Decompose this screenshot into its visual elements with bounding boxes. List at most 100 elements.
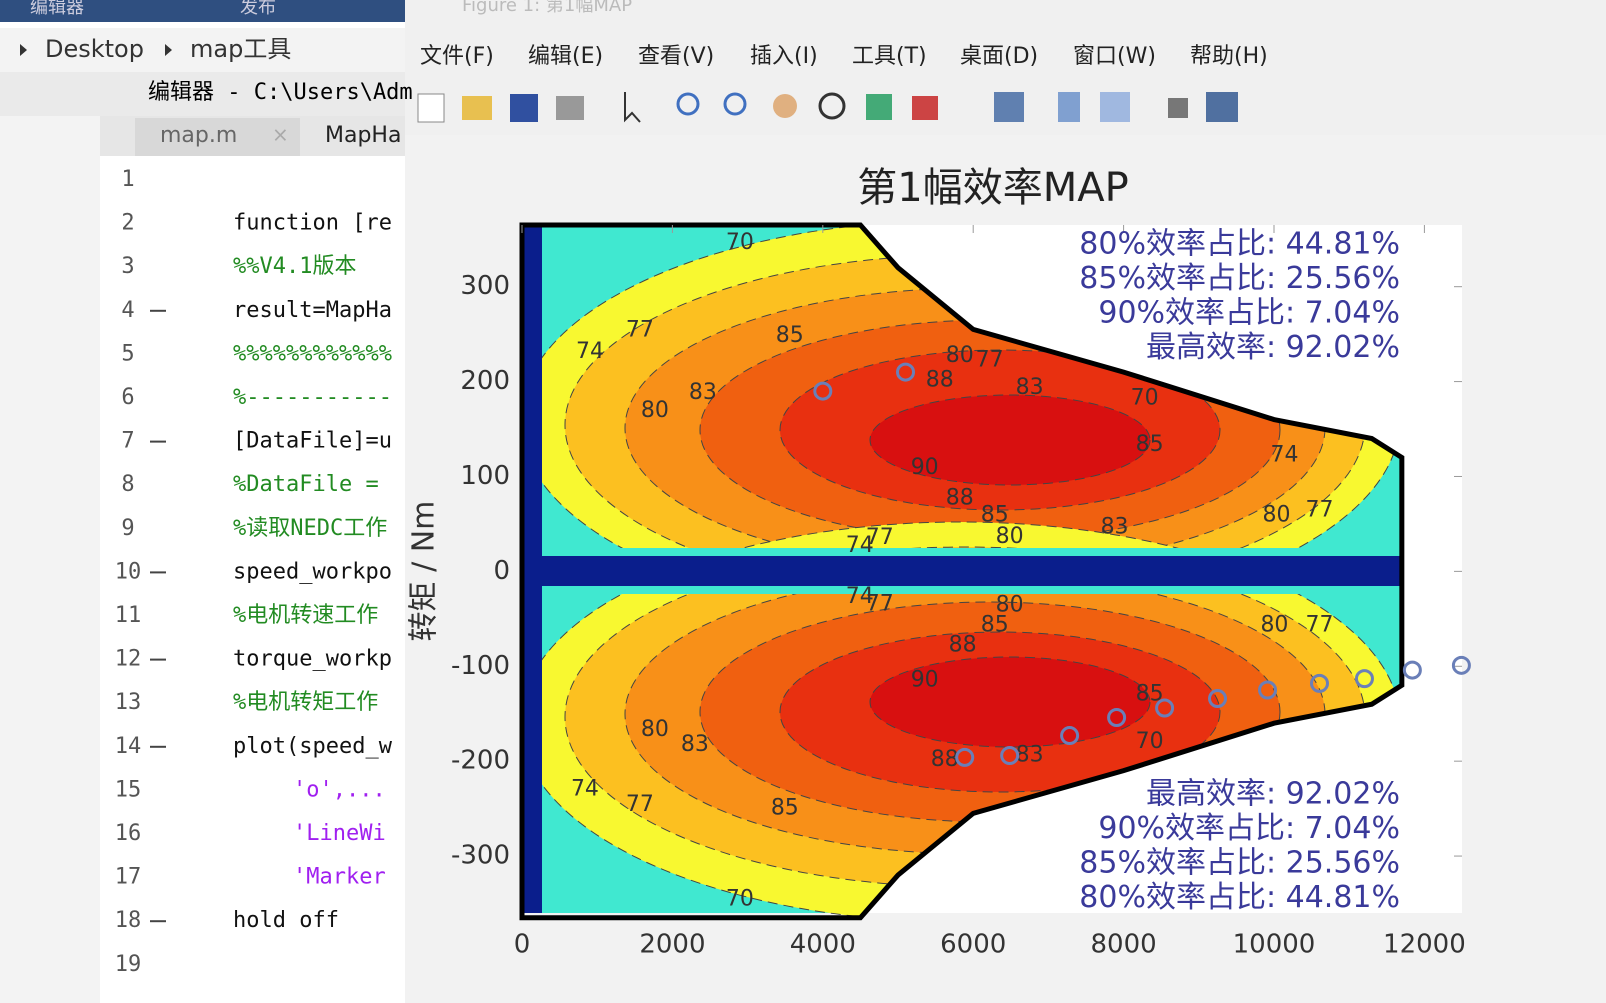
line-number: 17 — [115, 865, 142, 890]
line-number: 13 — [115, 690, 142, 715]
y-tick-label: 200 — [460, 366, 510, 396]
tool-icon[interactable] — [1058, 92, 1080, 122]
contour-label: 70 — [726, 230, 754, 255]
operating-point — [896, 362, 916, 382]
operating-point — [1451, 655, 1471, 675]
annotation: 最高效率: 92.02% — [1146, 330, 1400, 365]
contour-label: 70 — [1131, 386, 1159, 411]
top-tab[interactable]: 发布 — [240, 0, 276, 18]
code-line: %DataFile = — [233, 472, 379, 497]
line-number: 6 — [121, 385, 134, 410]
annotation: 90%效率占比: 7.04% — [1098, 811, 1400, 846]
contour-label: 80 — [641, 717, 669, 742]
line-number: 12 — [115, 647, 142, 672]
operating-point — [1155, 698, 1175, 718]
annotation: 85%效率占比: 25.56% — [1079, 846, 1400, 881]
contour-label: 90 — [911, 455, 939, 480]
contour-label: 80 — [1260, 612, 1288, 637]
line-number: 2 — [121, 211, 134, 236]
tool-icon[interactable] — [1206, 92, 1238, 122]
contour-label: 85 — [981, 612, 1009, 637]
x-tick-label: 4000 — [790, 930, 856, 960]
code-line: [DataFile]=u — [233, 429, 392, 454]
tool-icon[interactable] — [818, 92, 846, 120]
contour-label: 80 — [1262, 502, 1290, 527]
contour-label: 70 — [726, 887, 754, 912]
editor-header — [0, 72, 405, 116]
contour-label: 77 — [976, 348, 1004, 373]
code-line: %电机转矩工作 — [233, 690, 378, 715]
code-line: plot(speed_w — [233, 734, 393, 759]
contour-label: 88 — [946, 485, 974, 510]
toolbar — [417, 92, 1238, 123]
tool-icon[interactable] — [676, 92, 700, 116]
tool-icon[interactable] — [556, 96, 584, 120]
breadcrumb-item[interactable]: Desktop — [45, 35, 144, 63]
menu-item[interactable]: 窗口(W) — [1073, 44, 1156, 69]
x-tick-label: 8000 — [1091, 930, 1157, 960]
envelope — [519, 222, 1405, 921]
menu-item[interactable]: 编辑(E) — [528, 44, 603, 69]
operating-point — [1309, 673, 1329, 693]
contour-label: 80 — [996, 524, 1024, 549]
tool-icon[interactable] — [624, 92, 641, 123]
contour-label: 83 — [689, 380, 717, 405]
code-line: result=MapHa — [233, 298, 392, 323]
tool-icon[interactable] — [462, 96, 492, 120]
tool-icon[interactable] — [912, 96, 938, 120]
contour-label: 88 — [931, 747, 959, 772]
band — [522, 556, 1402, 586]
y-tick-label: 0 — [493, 556, 510, 586]
operating-point — [1354, 669, 1374, 689]
breadcrumb-arrow — [20, 44, 27, 56]
line-number: 1 — [121, 167, 134, 192]
contour-label: 77 — [626, 792, 654, 817]
x-tick-label: 10000 — [1233, 930, 1316, 960]
operating-point — [813, 381, 833, 401]
top-tab[interactable]: 编辑器 — [30, 0, 84, 18]
editor-tab[interactable]: MapHa — [325, 123, 401, 148]
menu-item[interactable]: 桌面(D) — [960, 44, 1038, 69]
contour-label: 80 — [641, 398, 669, 423]
menu-item[interactable]: 工具(T) — [852, 44, 927, 69]
tool-icon[interactable] — [417, 93, 445, 123]
tool-icon[interactable] — [1100, 92, 1130, 122]
code-line: %%%%%%%%%%%% — [233, 341, 392, 366]
menu-item[interactable]: 插入(I) — [750, 44, 818, 69]
annotation: 90%效率占比: 7.04% — [1098, 296, 1400, 331]
annotation: 最高效率: 92.02% — [1146, 777, 1400, 812]
code-line: 'LineWi — [293, 821, 386, 846]
contour-label: 70 — [1136, 729, 1164, 754]
top-bar — [0, 0, 405, 22]
tool-icon[interactable] — [1168, 98, 1188, 118]
tool-icon[interactable] — [510, 94, 538, 122]
contour-label: 80 — [996, 593, 1024, 618]
tool-icon[interactable] — [866, 94, 892, 120]
y-tick-label: 300 — [460, 271, 510, 301]
operating-point — [1000, 745, 1020, 765]
code-line: torque_workp — [233, 647, 392, 672]
menu-item[interactable]: 帮助(H) — [1190, 44, 1268, 69]
operating-point — [1208, 689, 1228, 709]
menu-item[interactable]: 查看(V) — [638, 44, 714, 69]
editor-tab[interactable]: map.m — [160, 123, 237, 148]
contour-label: 74 — [1271, 443, 1299, 468]
tool-icon[interactable] — [773, 94, 797, 118]
operating-point — [1258, 680, 1278, 700]
operating-point — [1060, 726, 1080, 746]
band — [522, 225, 542, 913]
menu-item[interactable]: 文件(F) — [420, 44, 494, 69]
line-number: 11 — [115, 603, 142, 628]
tool-icon[interactable] — [994, 92, 1024, 122]
y-tick-label: -100 — [451, 651, 510, 681]
breadcrumb-item[interactable]: map工具 — [190, 35, 291, 63]
code-line: %%V4.1版本 — [233, 254, 356, 279]
breadcrumb-arrow — [165, 44, 172, 56]
tool-icon[interactable] — [723, 92, 747, 116]
line-number: 7 — [121, 429, 134, 454]
contour-label: 83 — [1101, 515, 1129, 540]
contour-label: 85 — [1136, 432, 1164, 457]
code-line: %电机转速工作 — [233, 603, 378, 628]
tab[interactable] — [135, 118, 300, 156]
